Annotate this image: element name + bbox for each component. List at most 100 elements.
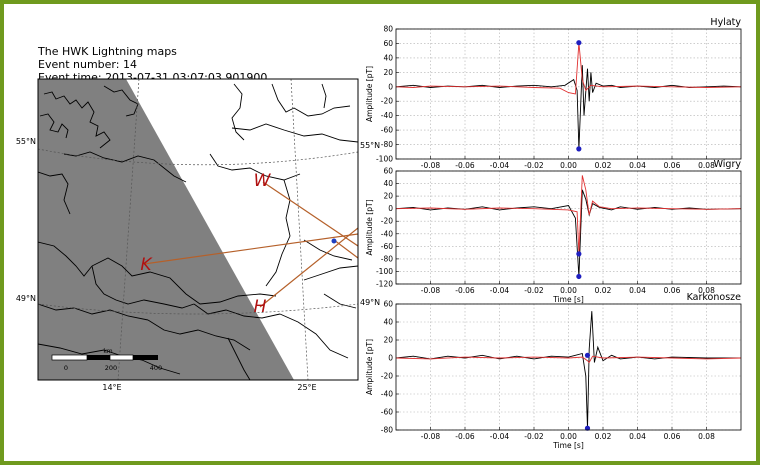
x-tick-label: -0.06 <box>455 432 475 441</box>
lightning-map: km 0 200 400 W K H 55°N 55°N 49°N 49°N 1… <box>16 78 380 392</box>
y-axis-label: Amplitude [pT] <box>365 339 374 395</box>
x-tick-label: 0.02 <box>595 161 612 170</box>
map-title: The HWK Lightning maps <box>38 45 177 58</box>
y-tick-label: 60 <box>383 39 393 48</box>
x-tick-label: 0.02 <box>595 286 612 295</box>
night-shade <box>38 79 294 380</box>
series-line-1 <box>395 355 742 364</box>
event-location-marker <box>331 238 337 244</box>
y-tick-label: -80 <box>381 140 393 149</box>
y-axis-label: Amplitude [pT] <box>365 66 374 122</box>
peak-marker <box>576 251 582 257</box>
figure-frame: The HWK Lightning maps Event number: 14 … <box>4 4 756 461</box>
y-tick-label: 0 <box>388 204 393 213</box>
y-tick-label: 80 <box>383 25 393 34</box>
peak-marker <box>584 425 591 431</box>
x-axis-label: Time [s] <box>552 441 584 450</box>
series-line-1 <box>395 175 742 254</box>
chart-1: -0.08 -0.06 -0.04 -0.02 0.00 0.02 0.04 0.06 0.08… <box>365 159 742 304</box>
x-tick-label: -0.04 <box>490 161 510 170</box>
x-tick-label: 0.06 <box>664 286 681 295</box>
y-tick-label: -40 <box>381 111 393 120</box>
y-tick-label: -100 <box>376 155 393 164</box>
y-tick-label: -60 <box>381 408 393 417</box>
x-tick-label: 0.04 <box>629 432 646 441</box>
y-tick-label: -80 <box>381 254 393 263</box>
x-tick-label: 0.04 <box>629 286 646 295</box>
y-tick-label: -40 <box>381 229 393 238</box>
x-tick-label: -0.02 <box>524 161 544 170</box>
bearing-lines <box>143 181 358 308</box>
y-tick-label: -40 <box>381 390 393 399</box>
y-tick-label: 20 <box>383 336 393 345</box>
x-tick-label: 0.08 <box>698 286 715 295</box>
chart-2: -0.08 -0.06 -0.04 -0.02 0.00 0.02 0.04 0.06 0.08… <box>365 292 742 450</box>
lat-label-55-right: 55°N <box>360 141 380 150</box>
y-tick-label: -20 <box>381 97 393 106</box>
x-tick-label: -0.04 <box>490 286 510 295</box>
station-label-h: H <box>254 297 267 317</box>
x-axis-label: Time [s] <box>552 295 584 304</box>
x-tick-label: -0.04 <box>490 432 510 441</box>
map-border <box>37 78 359 381</box>
station-label-k: K <box>140 255 153 275</box>
x-tick-label: 0.08 <box>698 161 715 170</box>
y-tick-label: -20 <box>381 372 393 381</box>
peak-marker <box>576 40 582 46</box>
y-tick-label: 40 <box>383 179 393 188</box>
x-tick-label: -0.08 <box>421 161 441 170</box>
waveform-charts: -0.08 -0.06 -0.04 -0.02 0.00 0.02 0.04 0.06 0.08… <box>365 17 742 450</box>
lon-label-25: 25°E <box>297 383 316 392</box>
peak-marker <box>576 273 582 280</box>
x-tick-label: -0.06 <box>455 161 475 170</box>
lat-label-49-right: 49°N <box>360 298 380 307</box>
chart-0: -0.08 -0.06 -0.04 -0.02 0.00 0.02 0.04 0.06 0.08… <box>365 17 742 179</box>
chart-title: Karkonosze <box>687 292 742 303</box>
x-tick-label: 0.02 <box>595 432 612 441</box>
peak-marker <box>584 352 591 358</box>
x-tick-label: 0.06 <box>664 432 681 441</box>
scalebar-tick-200: 200 <box>105 364 117 372</box>
y-tick-label: 0 <box>388 354 393 363</box>
y-tick-label: -120 <box>376 280 393 289</box>
chart-title: Hylaty <box>710 17 741 28</box>
x-tick-label: 0.00 <box>560 286 577 295</box>
plot-border <box>395 28 742 160</box>
y-tick-label: 0 <box>388 82 393 91</box>
lat-label-49-left: 49°N <box>16 294 36 303</box>
y-tick-label: 20 <box>383 192 393 201</box>
y-tick-label: 20 <box>383 68 393 77</box>
x-tick-label: -0.06 <box>455 286 475 295</box>
y-tick-label: 60 <box>383 300 393 309</box>
chart-title: Wigry <box>714 159 742 170</box>
lon-label-14: 14°E <box>102 383 121 392</box>
x-tick-label: -0.02 <box>524 432 544 441</box>
lat-label-55-left: 55°N <box>16 137 36 146</box>
scalebar-unit: km <box>103 348 112 355</box>
x-tick-label: 0.00 <box>560 432 577 441</box>
scalebar-tick-0: 0 <box>64 364 68 372</box>
scalebar: km 0 200 400 <box>51 348 162 372</box>
series-line-1 <box>395 42 742 95</box>
x-tick-label: -0.02 <box>524 286 544 295</box>
y-tick-label: 40 <box>383 318 393 327</box>
peak-marker <box>576 146 582 152</box>
x-tick-label: 0.06 <box>664 161 681 170</box>
y-axis-label: Amplitude [pT] <box>365 199 374 255</box>
country-borders <box>38 83 358 380</box>
station-label-w: W <box>254 171 272 191</box>
y-tick-label: -80 <box>381 426 393 435</box>
y-tick-label: -100 <box>376 267 393 276</box>
y-tick-label: -20 <box>381 217 393 226</box>
event-number: Event number: 14 <box>38 58 137 71</box>
x-tick-label: 0.04 <box>629 161 646 170</box>
y-tick-label: 60 <box>383 167 393 176</box>
y-tick-label: -60 <box>381 126 393 135</box>
x-tick-label: -0.08 <box>421 286 441 295</box>
series-line-0 <box>395 65 742 149</box>
scalebar-tick-400: 400 <box>150 364 162 372</box>
x-tick-label: 0.08 <box>698 432 715 441</box>
x-tick-label: 0.00 <box>560 161 577 170</box>
y-tick-label: -60 <box>381 242 393 251</box>
x-tick-label: -0.08 <box>421 432 441 441</box>
